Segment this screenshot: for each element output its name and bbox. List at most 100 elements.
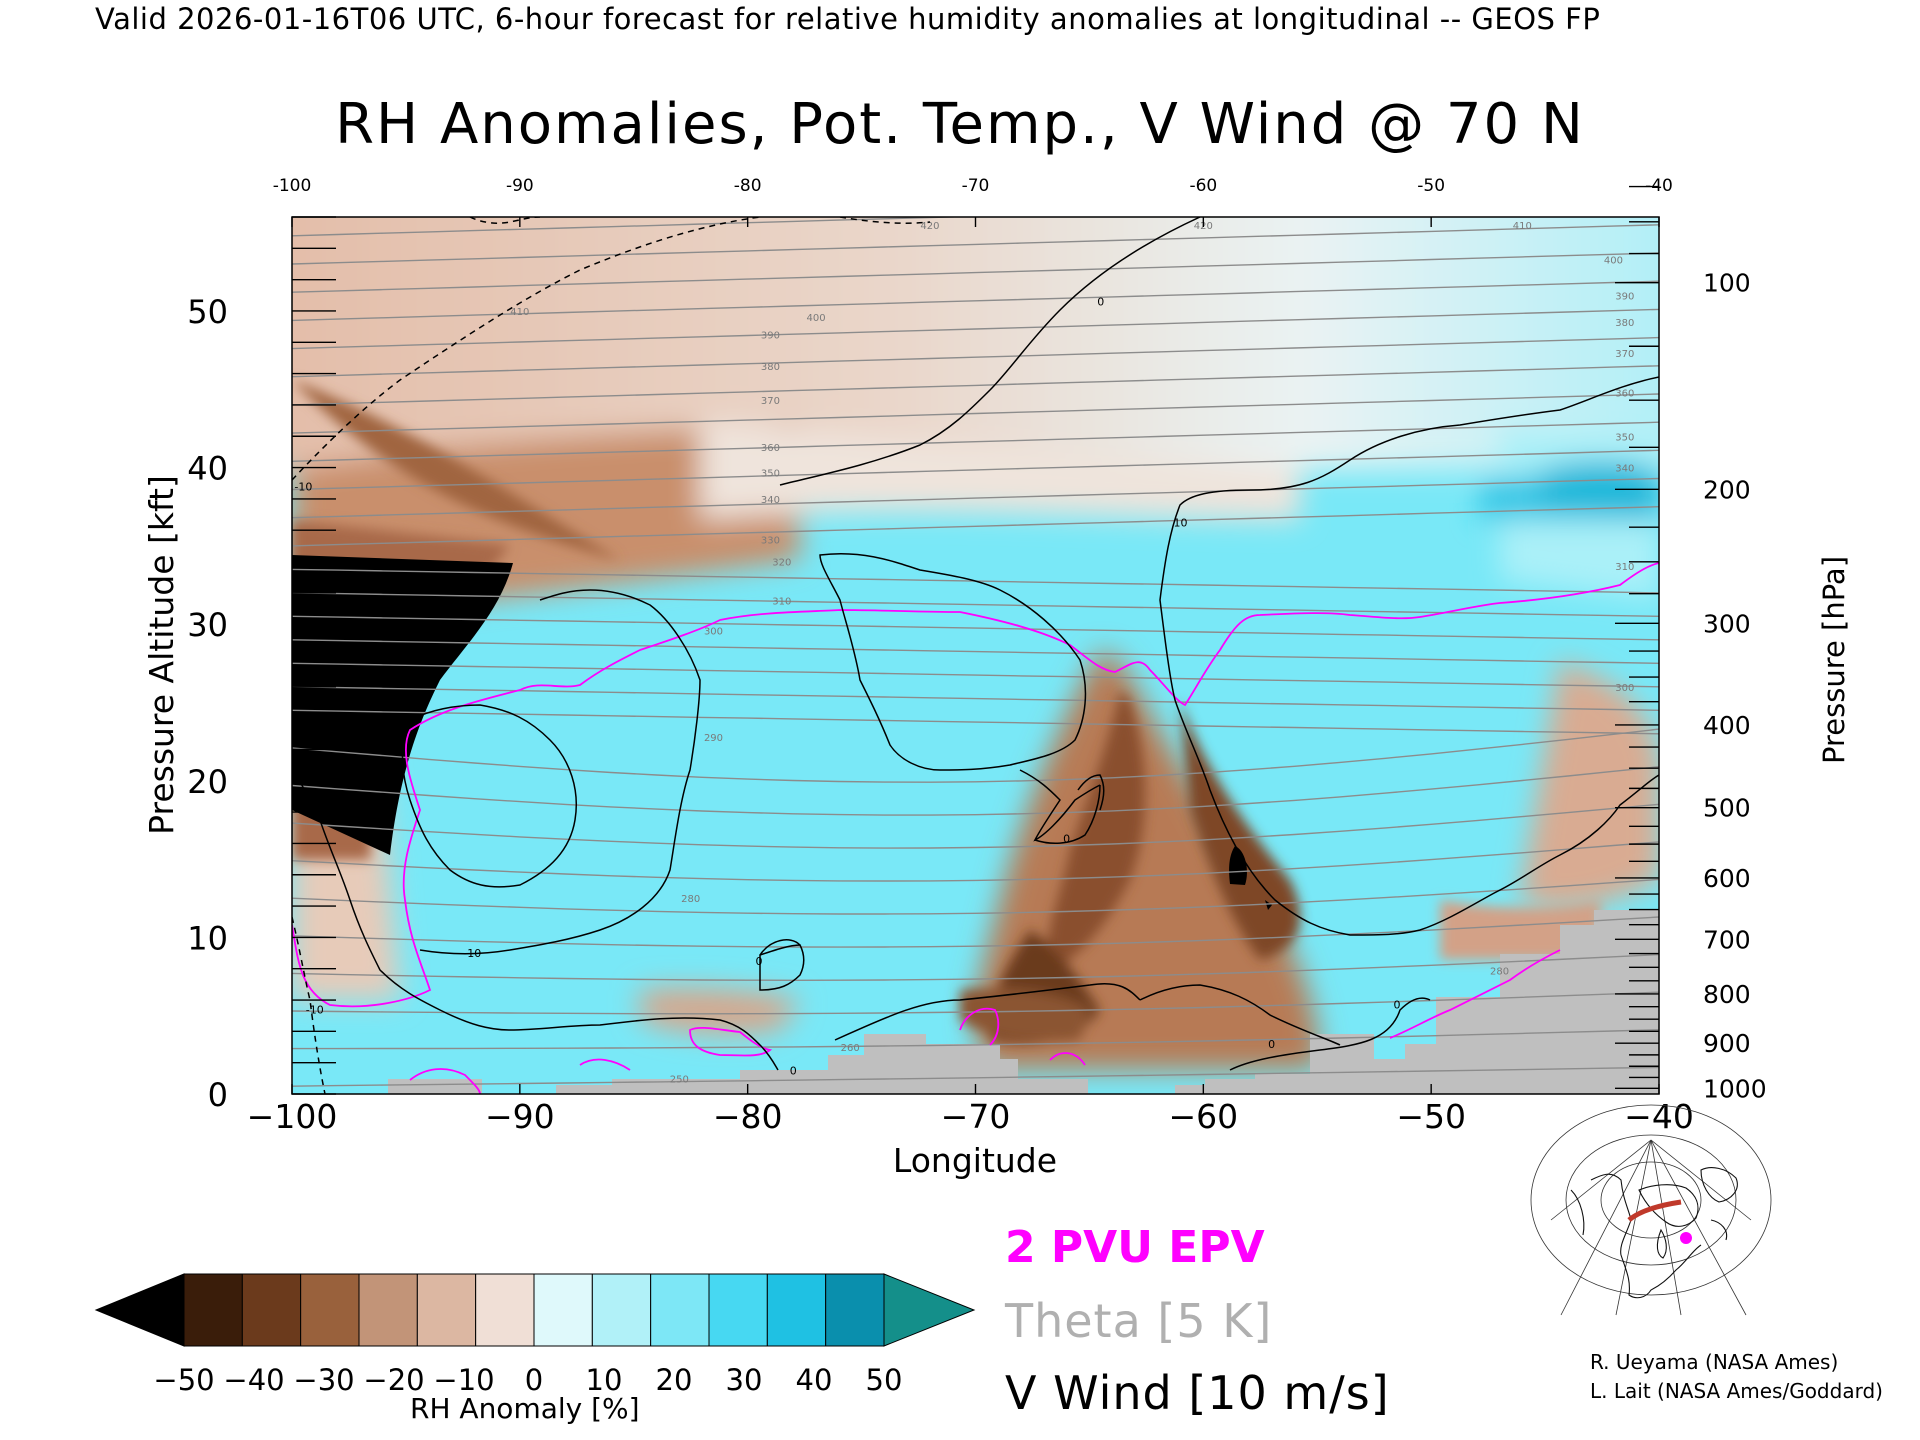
theta-contour-line [292, 953, 1659, 982]
x-top-tick-label: -80 [734, 176, 762, 196]
theta-contour-label: 340 [761, 495, 780, 506]
theta-contour-label: 410 [510, 307, 529, 318]
x-axis-tick-labels: −100 −90 −80 −70 −60 −50 −40 [247, 1097, 1694, 1136]
pressure-tick-label: 600 [1703, 864, 1751, 893]
x-tick-label: −90 [485, 1097, 555, 1136]
theta-contour-line [292, 878, 1659, 915]
theta-contour-line [292, 1066, 1659, 1087]
colorbar-swatch [825, 1273, 885, 1347]
rh-colorbar [94, 1273, 976, 1347]
y-axis-label: Pressure Altitude [kft] [142, 475, 181, 835]
legend-vwind: V Wind [10 m/s] [1005, 1366, 1390, 1420]
colorbar-swatch [591, 1273, 652, 1347]
v-wind-contour-label: 0 [1268, 1038, 1275, 1051]
theta-contour-line [292, 916, 1659, 948]
colorbar-tick-label: −30 [293, 1363, 354, 1397]
theta-contour-line [292, 803, 1659, 849]
theta-contour-line [292, 280, 1659, 322]
theta-contour-label: 310 [772, 597, 791, 608]
theta-contour-label: 280 [681, 894, 700, 905]
locator-map [1530, 1104, 1772, 1316]
theta-contour-label: 400 [1604, 255, 1623, 266]
colorbar-swatch [358, 1273, 418, 1347]
colorbar-tick-label: 0 [525, 1363, 543, 1397]
colorbar-tick-label: −10 [433, 1363, 494, 1397]
locator-section-line [1627, 1199, 1682, 1222]
theta-contour-line [292, 393, 1659, 434]
colorbar-swatch [241, 1273, 302, 1347]
theta-contour-label: 320 [772, 558, 791, 569]
x-tick-label: −60 [1169, 1097, 1239, 1136]
theta-contour-label: 340 [1615, 464, 1634, 475]
v-wind-contour-label: 0 [1063, 833, 1070, 846]
y-axis-tick-labels: 0 10 20 30 40 50 [187, 293, 228, 1114]
theta-contour-label: 250 [670, 1074, 689, 1085]
x-top-tick-label: -100 [273, 176, 312, 196]
theta-contour-label: 410 [1513, 221, 1532, 232]
theta-contour-line [292, 506, 1659, 547]
x-top-tick-label: -90 [506, 176, 534, 196]
theta-contour-line [292, 662, 1659, 688]
theta-contour-line [292, 252, 1659, 293]
x-tick-label: −40 [1624, 1097, 1694, 1136]
x-top-tick-label: -40 [1645, 176, 1673, 196]
colorbar-tick-label: 20 [656, 1363, 693, 1397]
pressure-tick-label: 300 [1703, 609, 1751, 638]
theta-contour-label: 390 [761, 330, 780, 341]
colorbar-swatch [183, 1273, 243, 1347]
theta-contour-label: 370 [1615, 349, 1634, 360]
pressure-tick-label: 700 [1703, 925, 1751, 954]
y-tick-label: 50 [187, 293, 228, 331]
credit-author-1: R. Ueyama (NASA Ames) [1590, 1350, 1839, 1374]
colorbar-tick-label: −50 [153, 1363, 214, 1397]
theta-contour-line [292, 615, 1659, 641]
colorbar-swatch [533, 1273, 593, 1347]
colorbar-label: RH Anomaly [%] [410, 1392, 640, 1425]
pressure-axis-tick-labels: 1000 900 800 700 600 500 400 300 200 100 [1703, 269, 1767, 1104]
theta-contour-label: 310 [1615, 562, 1634, 573]
pressure-tick-label: 100 [1703, 269, 1751, 298]
v-wind-contour-label: 0 [1393, 999, 1400, 1012]
v-wind-contour-labels: -10 10 0 10 -10 0 0 0 0 0 [294, 296, 1400, 1078]
theta-contour-label: 380 [761, 362, 780, 373]
y-tick-label: 20 [187, 763, 228, 801]
x-top-tick-label: -70 [962, 176, 990, 196]
colorbar-swatch [650, 1273, 710, 1347]
theta-contour-label: 350 [1615, 432, 1634, 443]
colorbar-tick-label: 10 [586, 1363, 623, 1397]
theta-contour-label: 380 [1615, 318, 1634, 329]
x-tick-label: −50 [1396, 1097, 1466, 1136]
theta-contour-label: 290 [704, 733, 723, 744]
colorbar-tick-label: −40 [223, 1363, 284, 1397]
pressure-tick-label: 900 [1703, 1029, 1751, 1058]
colorbar-tick-label: 50 [866, 1363, 903, 1397]
credit-author-2: L. Lait (NASA Ames/Goddard) [1590, 1379, 1883, 1403]
theta-contour-label: 280 [1490, 966, 1509, 977]
colorbar-under-triangle [94, 1273, 185, 1347]
colorbar-swatch [416, 1273, 477, 1347]
locator-marker [1680, 1232, 1692, 1244]
theta-contour-line [292, 217, 973, 237]
theta-contour-label: 390 [1615, 291, 1634, 302]
colorbar-swatch [708, 1273, 768, 1347]
theta-contour-line [292, 592, 1659, 617]
pressure-axis-label: Pressure [hPa] [1817, 556, 1851, 764]
colorbar-tick-label: 40 [796, 1363, 833, 1397]
x-top-tick-label: -60 [1189, 176, 1217, 196]
theta-contour-label: 350 [761, 468, 780, 479]
colorbar-tick-label: 30 [726, 1363, 763, 1397]
theta-contour-label: 400 [806, 313, 825, 324]
v-wind-contour-label: 10 [1174, 516, 1188, 529]
v-wind-contour-label: 10 [467, 947, 481, 960]
theta-contour-line [292, 336, 1659, 378]
x-top-tick-label: -50 [1417, 176, 1445, 196]
theta-contour-label: 420 [920, 221, 939, 232]
v-wind-contours [292, 217, 1659, 1094]
theta-contour-line [292, 477, 1659, 519]
colorbar-tick-labels: −50 −40 −30 −20 −10 0 10 20 30 40 50 [153, 1363, 902, 1397]
theta-contours [292, 217, 1659, 1087]
epv-2pvu-contour [292, 562, 1659, 1094]
x-axis-label: Longitude [893, 1141, 1057, 1180]
pressure-tick-label: 200 [1703, 475, 1751, 504]
